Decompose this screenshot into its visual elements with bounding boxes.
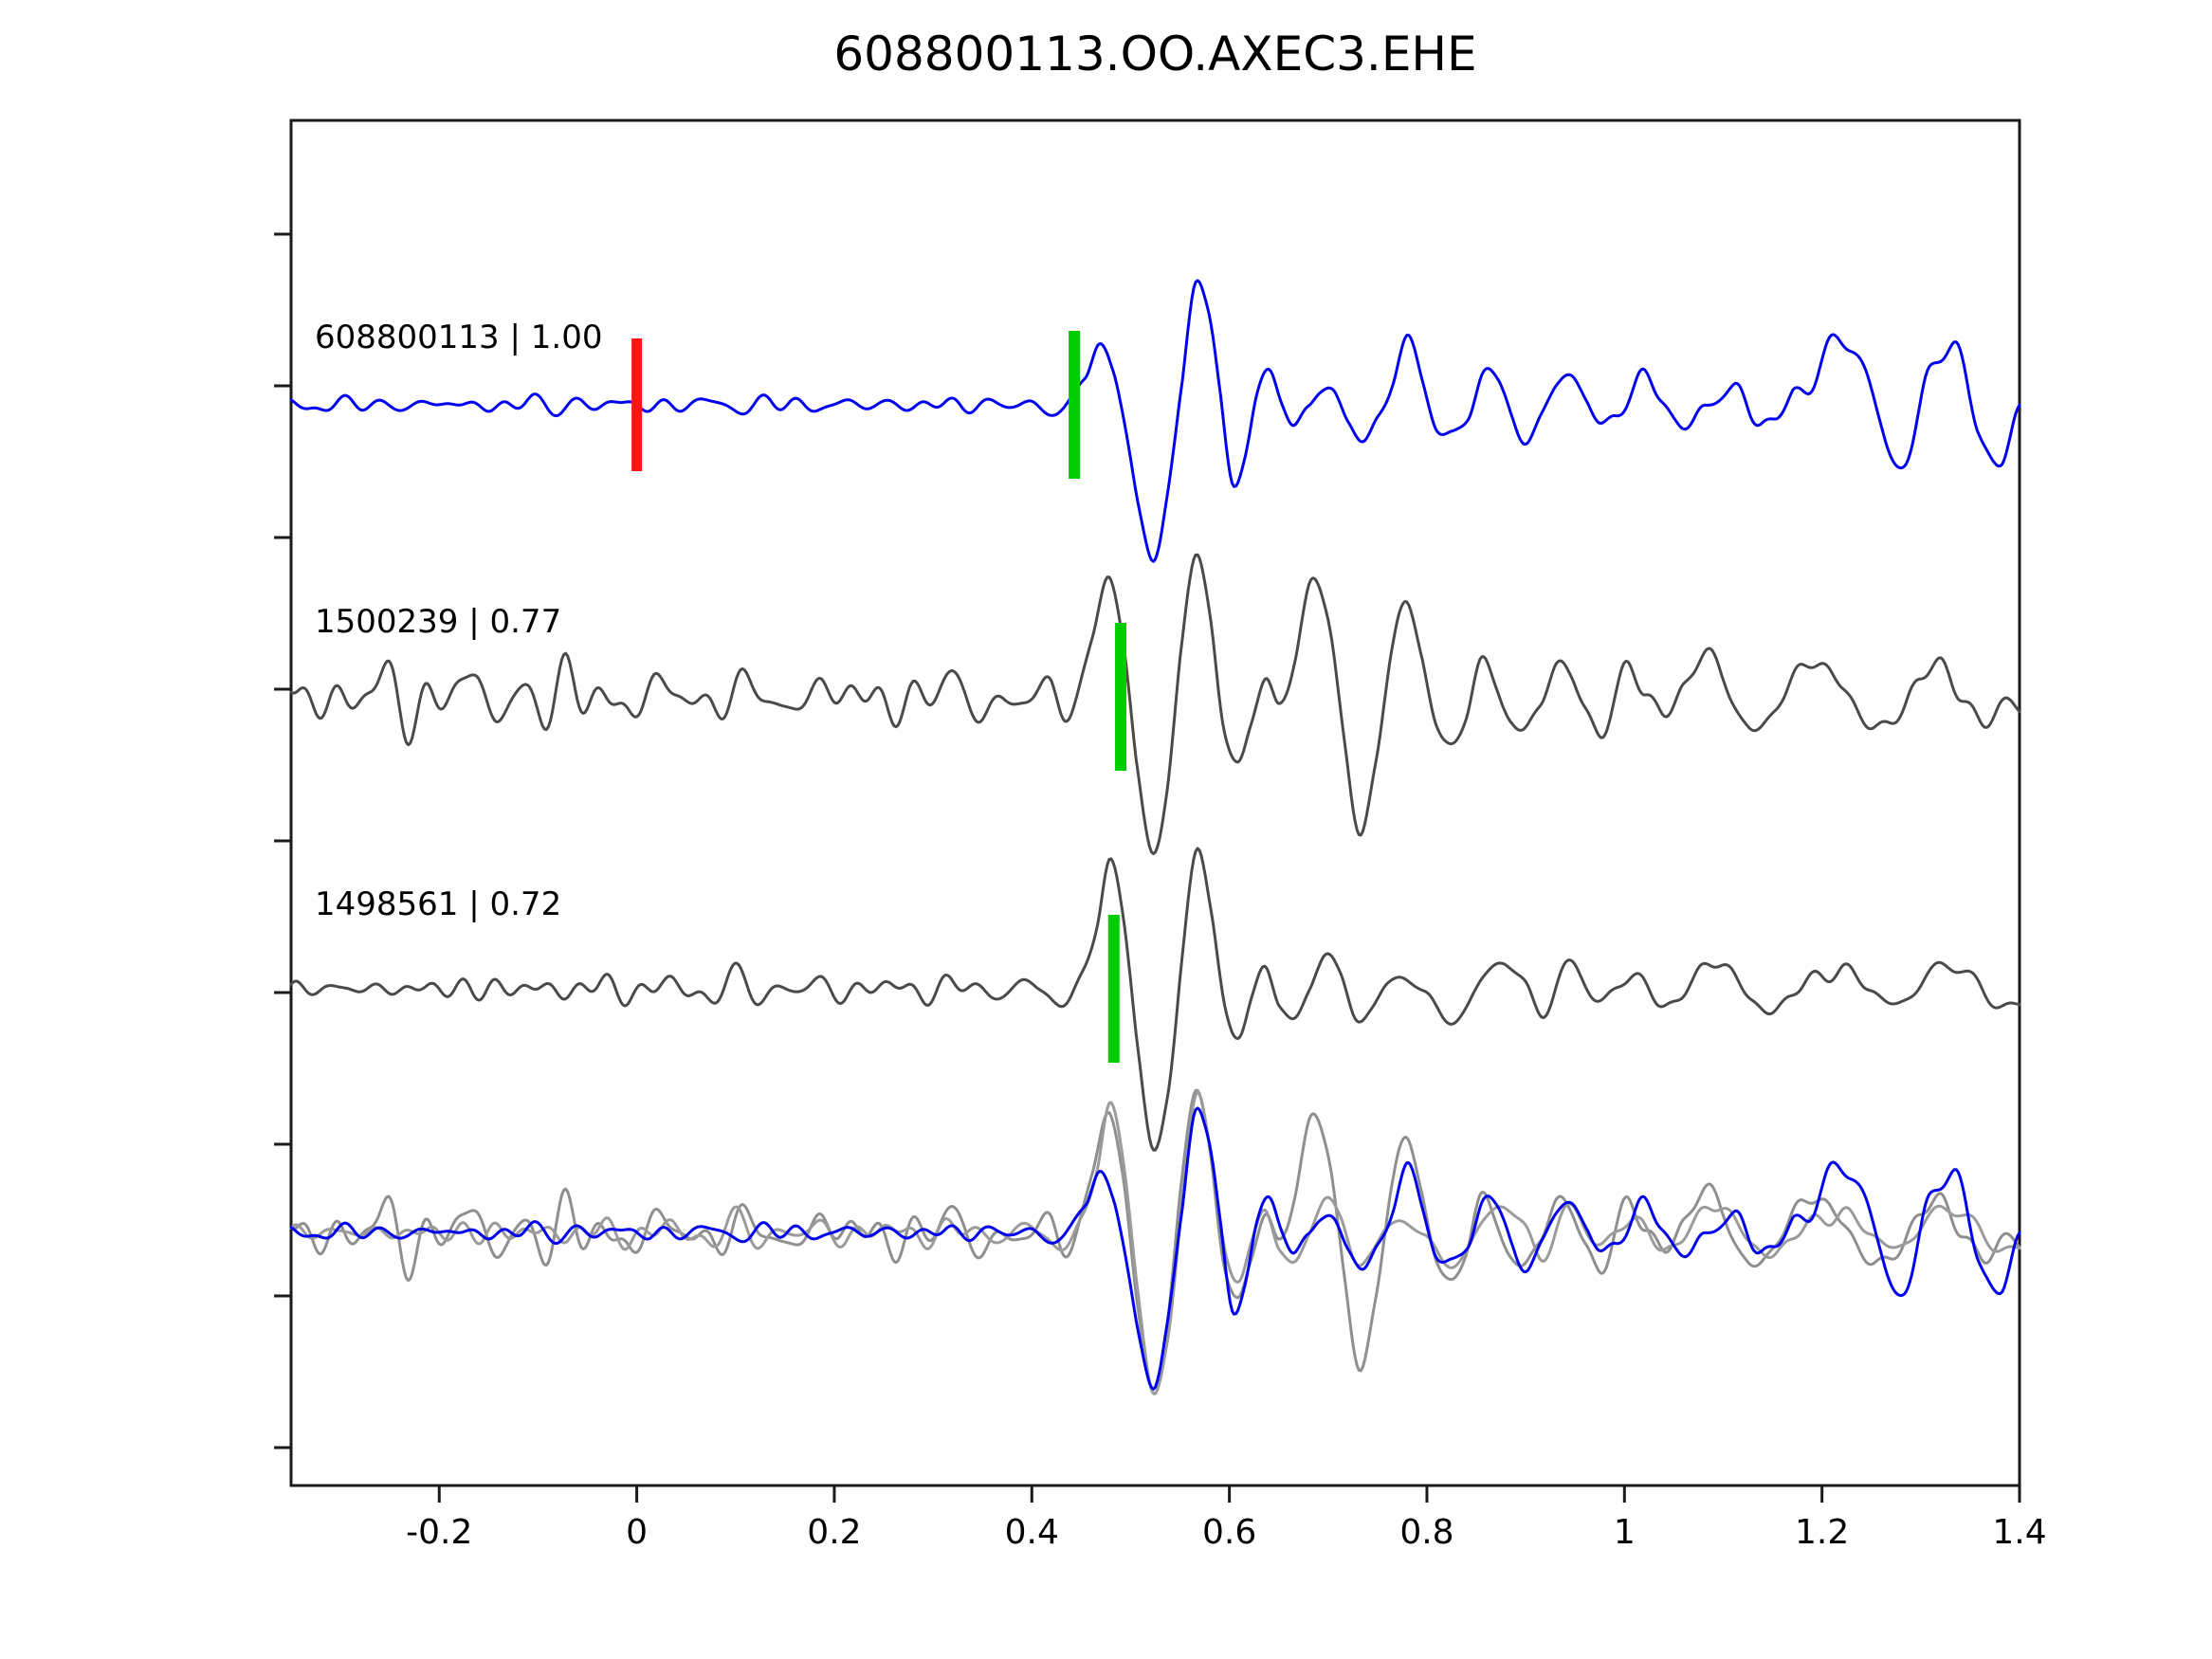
overlay-waveform-match-1498561	[289, 1090, 2021, 1395]
trace-label-match-2: 1498561 | 0.72	[315, 885, 562, 923]
overlay-waveform-ref-608800113	[289, 1106, 2021, 1391]
x-tick-label: 1.2	[1795, 1513, 1849, 1552]
waveform-match-1498561	[289, 847, 2021, 1152]
waveform-match-1500239	[289, 553, 2021, 856]
waveform-ref-608800113	[289, 279, 2021, 563]
axes-box	[289, 118, 2021, 1487]
x-tick-label: -0.2	[406, 1513, 472, 1552]
trace-label-reference: 608800113 | 1.00	[315, 319, 603, 356]
plot-title: 608800113.OO.AXEC3.EHE	[833, 27, 1477, 82]
x-tick-label: 1.4	[1992, 1513, 2046, 1552]
x-tick-label: 0.8	[1399, 1513, 1453, 1552]
trace-label-match-1: 1500239 | 0.77	[315, 603, 562, 641]
x-tick-label: 1	[1614, 1513, 1636, 1552]
x-tick-label: 0.6	[1202, 1513, 1256, 1552]
x-tick-label: 0	[626, 1513, 648, 1552]
x-tick-label: 0.2	[807, 1513, 861, 1552]
x-tick-label: 0.4	[1005, 1513, 1059, 1552]
